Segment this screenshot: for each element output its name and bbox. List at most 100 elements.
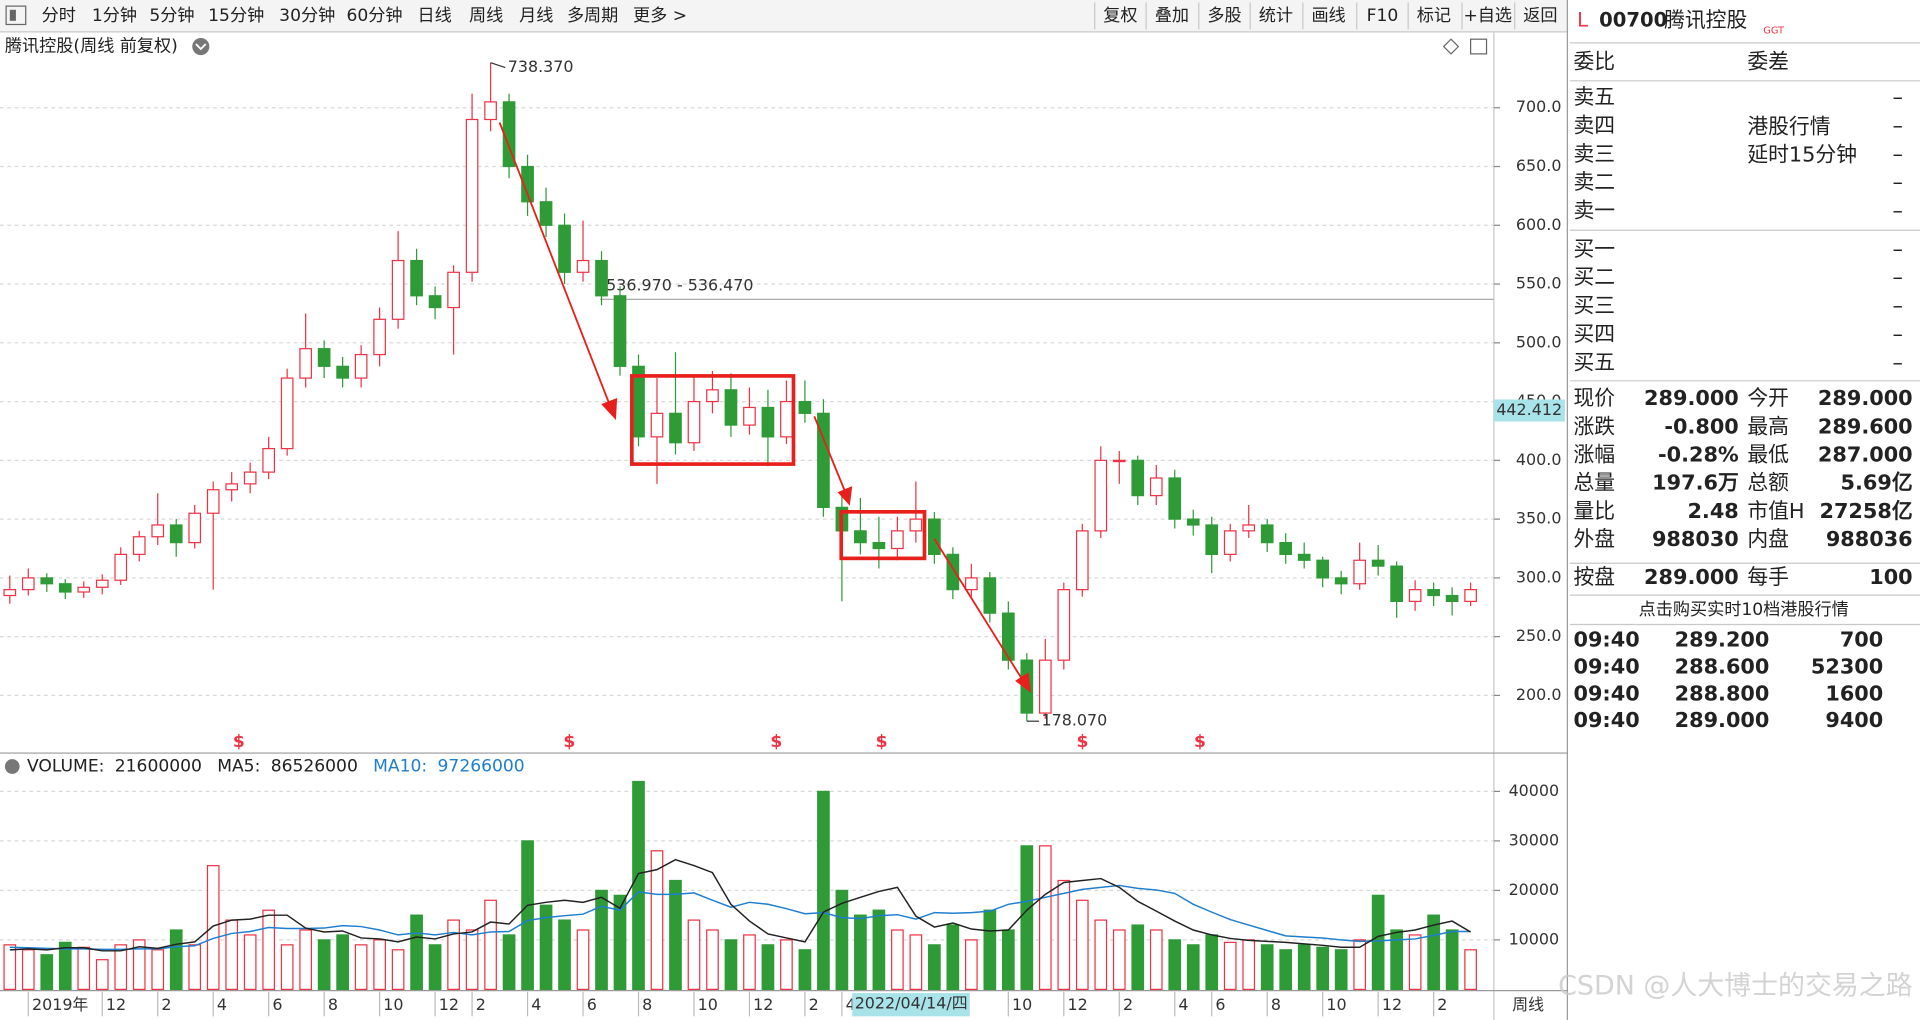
period-tab[interactable]: 周线 bbox=[469, 6, 503, 26]
toolbar-button[interactable]: 画线 bbox=[1311, 6, 1345, 26]
sell-value: – bbox=[1892, 142, 1902, 166]
stat-label: 总量 bbox=[1573, 471, 1615, 495]
volume-bar bbox=[724, 939, 738, 990]
period-tab[interactable]: 日线 bbox=[418, 6, 452, 26]
title-menu[interactable] bbox=[192, 37, 210, 56]
toolbar-button[interactable]: 返回 bbox=[1523, 6, 1557, 26]
layout-tool[interactable] bbox=[1470, 38, 1488, 55]
volume-bar bbox=[484, 899, 497, 991]
diff-label: 委差 bbox=[1747, 49, 1789, 73]
period-tab[interactable]: 更多 > bbox=[633, 6, 687, 26]
candle-body bbox=[1408, 589, 1422, 603]
toolbar-button[interactable]: 多股 bbox=[1207, 6, 1241, 26]
stat-value: 100 bbox=[1869, 565, 1912, 589]
candle-body bbox=[280, 377, 294, 450]
candle-body bbox=[484, 101, 497, 121]
sell-level: 卖二 bbox=[1573, 170, 1615, 194]
period-tab[interactable]: 分时 bbox=[42, 6, 76, 26]
volume-bar bbox=[77, 946, 91, 990]
stat-label: 内盘 bbox=[1747, 527, 1789, 551]
event-mark[interactable]: $ bbox=[233, 732, 245, 752]
ma5-label: MA5: bbox=[217, 757, 260, 777]
sell-level: 卖一 bbox=[1573, 199, 1615, 223]
toolbar-button[interactable]: 统计 bbox=[1259, 6, 1293, 26]
trade-volume: 9400 bbox=[1825, 708, 1883, 732]
candle-body bbox=[1353, 559, 1367, 585]
trough-label: 178.070 bbox=[1042, 711, 1108, 730]
x-tick-label: 2 bbox=[1123, 995, 1133, 1014]
event-mark[interactable]: $ bbox=[770, 732, 782, 752]
event-mark[interactable]: $ bbox=[1194, 732, 1206, 752]
candle-body bbox=[1427, 589, 1440, 597]
sell-value: – bbox=[1892, 170, 1902, 194]
toolbar-button[interactable]: F10 bbox=[1367, 6, 1399, 26]
trade-time: 09:40 bbox=[1573, 654, 1639, 678]
x-tick-label: 10 bbox=[1326, 995, 1346, 1014]
sell-value: – bbox=[1892, 199, 1902, 223]
ratio-label: 委比 bbox=[1573, 49, 1615, 73]
volume-ma-line bbox=[9, 884, 1471, 951]
y-tick-label: 250.0 bbox=[1516, 626, 1562, 645]
toolbar-button[interactable]: 标记 bbox=[1417, 6, 1451, 26]
period-label: 周线 bbox=[1512, 995, 1544, 1014]
volume-bar bbox=[909, 934, 923, 991]
volume-value: 21600000 bbox=[115, 757, 202, 777]
volume-bar bbox=[872, 909, 886, 990]
buy-level: 买一 bbox=[1573, 237, 1615, 261]
volume-bar bbox=[225, 919, 239, 990]
toolbar-button[interactable]: +自选 bbox=[1463, 6, 1512, 26]
event-mark[interactable]: $ bbox=[563, 732, 575, 752]
candle-body bbox=[1334, 577, 1348, 585]
x-tick-label: 2 bbox=[161, 995, 171, 1014]
period-tab[interactable]: 15分钟 bbox=[208, 6, 264, 26]
range-box bbox=[630, 374, 796, 466]
period-tab[interactable]: 30分钟 bbox=[279, 6, 335, 26]
period-tab[interactable]: 60分钟 bbox=[347, 6, 403, 26]
promo[interactable]: 点击购买实时10档港股行情 bbox=[1639, 600, 1849, 620]
trade-price: 289.000 bbox=[1675, 708, 1770, 732]
candle-body bbox=[225, 483, 239, 491]
candle-body bbox=[188, 512, 202, 544]
candle-body bbox=[299, 348, 313, 379]
candle-body bbox=[687, 400, 701, 444]
volume-bar bbox=[669, 879, 682, 990]
candle-body bbox=[1057, 589, 1071, 661]
crosshair-date-box bbox=[852, 993, 970, 1017]
candle-body bbox=[1260, 524, 1274, 544]
period-tab[interactable]: 月线 bbox=[519, 6, 553, 26]
volume-bar bbox=[1168, 939, 1182, 990]
candle-body bbox=[410, 259, 423, 297]
event-mark[interactable]: $ bbox=[876, 732, 888, 752]
candle-body bbox=[243, 471, 257, 485]
volume-menu[interactable] bbox=[4, 759, 20, 774]
period-tab[interactable]: 1分钟 bbox=[92, 6, 137, 26]
draw-tool[interactable] bbox=[1442, 38, 1460, 55]
y-tick-label: 400.0 bbox=[1516, 450, 1562, 469]
candle-body bbox=[613, 295, 627, 367]
period-tab[interactable]: 5分钟 bbox=[149, 6, 194, 26]
buy-value: – bbox=[1892, 265, 1902, 289]
volume-bar bbox=[1297, 944, 1311, 990]
volume-bar bbox=[521, 840, 534, 990]
trade-volume: 52300 bbox=[1811, 654, 1883, 678]
volume-bar bbox=[854, 914, 867, 990]
volume-bar bbox=[280, 944, 294, 990]
candle-body bbox=[1001, 612, 1015, 661]
y-tick-label: 550.0 bbox=[1516, 274, 1562, 293]
event-mark[interactable]: $ bbox=[1076, 732, 1088, 752]
notice: 延时15分钟 bbox=[1747, 143, 1857, 167]
toolbar-button[interactable]: 复权 bbox=[1103, 6, 1137, 26]
buy-level: 买四 bbox=[1573, 322, 1615, 346]
period-tab[interactable]: 多周期 bbox=[567, 6, 618, 26]
trend-arrow bbox=[813, 415, 849, 498]
stat-label: 每手 bbox=[1747, 565, 1789, 589]
peak-label: 738.370 bbox=[508, 57, 574, 76]
crosshair-date: 2022/04/14/四 bbox=[855, 994, 968, 1013]
toolbar-button[interactable]: 叠加 bbox=[1155, 6, 1189, 26]
panel-toggle[interactable] bbox=[5, 5, 27, 26]
y-tick-label: 350.0 bbox=[1516, 509, 1562, 528]
volume-bar bbox=[373, 939, 386, 990]
candle-body bbox=[1186, 518, 1200, 526]
volume-bar bbox=[1260, 944, 1274, 990]
volume-bar bbox=[262, 909, 276, 990]
